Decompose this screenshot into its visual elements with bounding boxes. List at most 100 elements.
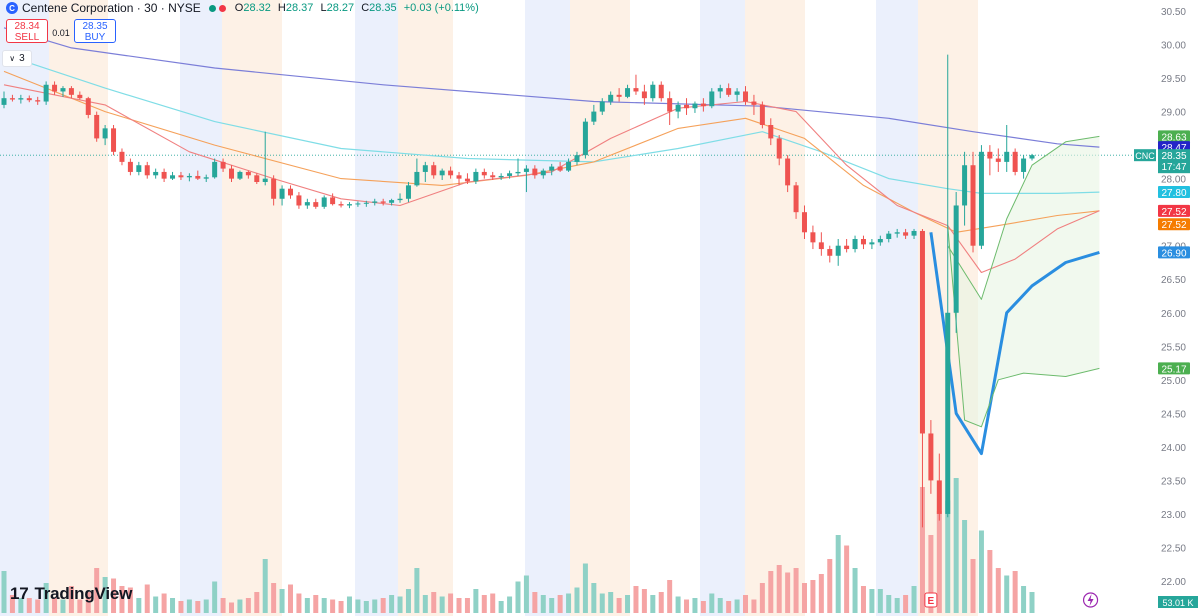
candle <box>186 173 192 182</box>
volume-bar <box>1029 592 1035 613</box>
candle <box>818 232 824 256</box>
chart-extras: E <box>924 592 1099 608</box>
volume-bar <box>911 586 917 613</box>
volume-bar <box>178 601 184 613</box>
volume-bar <box>700 601 706 613</box>
candle <box>827 245 833 263</box>
volume-tag <box>1158 596 1198 608</box>
candle <box>675 101 681 119</box>
candle <box>532 165 538 179</box>
candle <box>229 165 235 182</box>
symbol-title[interactable]: Centene Corporation · 30 · NYSE <box>22 1 201 15</box>
y-tick-label: 26.50 <box>1161 275 1186 286</box>
volume-bar <box>523 575 529 613</box>
price-tag <box>1158 246 1190 259</box>
candle <box>591 104 597 125</box>
volume-bar <box>144 584 150 613</box>
volume-bar <box>692 598 698 613</box>
y-tick-label: 30.50 <box>1161 7 1186 18</box>
volume-bar <box>978 530 984 613</box>
flash-icon[interactable] <box>1082 592 1099 608</box>
volume-bar <box>633 586 639 613</box>
volume-bar <box>464 598 470 613</box>
candle <box>77 91 83 100</box>
volume-bar <box>835 535 841 613</box>
buy-label: BUY <box>84 32 106 43</box>
candle <box>726 83 732 97</box>
volume-bar <box>709 593 715 613</box>
candle <box>650 81 656 102</box>
price-tag <box>1158 186 1190 199</box>
volume-bar <box>827 559 833 613</box>
candle <box>523 165 529 193</box>
volume-bar <box>751 599 757 613</box>
candle <box>237 170 243 180</box>
candle <box>667 91 673 125</box>
volume-bar <box>9 595 15 613</box>
candle <box>338 201 344 208</box>
candle <box>709 88 715 109</box>
candle <box>658 81 664 102</box>
volume-bar <box>481 595 487 613</box>
candle <box>978 145 984 250</box>
tradingview-logo[interactable]: 17 TradingView <box>10 584 132 604</box>
candle <box>464 173 470 185</box>
sell-price: 28.34 <box>14 21 40 32</box>
candle <box>287 185 293 199</box>
candle <box>161 168 167 182</box>
volume-bar <box>271 583 277 613</box>
symbol-tag <box>1134 149 1156 162</box>
candle <box>313 198 319 209</box>
candle <box>456 171 462 186</box>
volume-bar <box>1012 571 1018 613</box>
candle <box>776 135 782 166</box>
candle <box>844 239 850 253</box>
price-tag-text: 27.52 <box>1161 207 1186 218</box>
volume-bar <box>186 599 192 613</box>
volume-bar <box>254 592 260 613</box>
ohlc-readout: O28.32 H28.37 L28.27 C28.35 +0.03 (+0.11… <box>234 2 479 14</box>
volume-bar <box>987 550 993 613</box>
buy-price: 28.35 <box>82 21 108 32</box>
volume-bar <box>507 596 513 613</box>
indicator-count: 3 <box>19 53 25 64</box>
candle <box>1029 153 1035 161</box>
candle <box>127 158 133 176</box>
volume-bar <box>355 599 361 613</box>
candle <box>355 201 361 207</box>
candle <box>768 118 774 146</box>
candle <box>330 193 336 206</box>
buy-button[interactable]: 28.35 BUY <box>74 19 116 43</box>
axis-background <box>1150 0 1200 616</box>
volume-bar <box>85 592 91 613</box>
candle <box>439 168 445 180</box>
volume-bar <box>237 599 243 613</box>
volume-bar <box>68 586 74 613</box>
volume-bar <box>549 598 555 613</box>
volume-bar <box>684 599 690 613</box>
countdown-text: 17:47 <box>1161 162 1186 173</box>
candle <box>953 192 959 333</box>
volume-bar <box>380 598 386 613</box>
volume-bar <box>229 602 235 613</box>
volume-bar <box>616 598 622 613</box>
earnings-marker[interactable]: E <box>924 592 938 608</box>
candle <box>94 111 100 142</box>
candle <box>852 235 858 253</box>
sell-button[interactable]: 28.34 SELL <box>6 19 48 43</box>
volume-bar <box>346 596 352 613</box>
candle <box>68 86 74 99</box>
candle <box>987 145 993 176</box>
brand-name: TradingView <box>34 584 133 603</box>
chevron-down-icon: ∨ <box>9 54 16 63</box>
candle <box>9 94 15 102</box>
candle <box>52 81 58 95</box>
volume-bar <box>439 596 445 613</box>
volume-bar <box>313 595 319 613</box>
price-axis[interactable]: 30.5030.0029.5029.0028.5028.0027.5027.00… <box>1134 0 1200 616</box>
volume-bar <box>810 580 816 613</box>
indicators-toggle-button[interactable]: ∨ 3 <box>2 50 32 67</box>
volume-bar <box>540 595 546 613</box>
volume-bars <box>1 478 1035 613</box>
